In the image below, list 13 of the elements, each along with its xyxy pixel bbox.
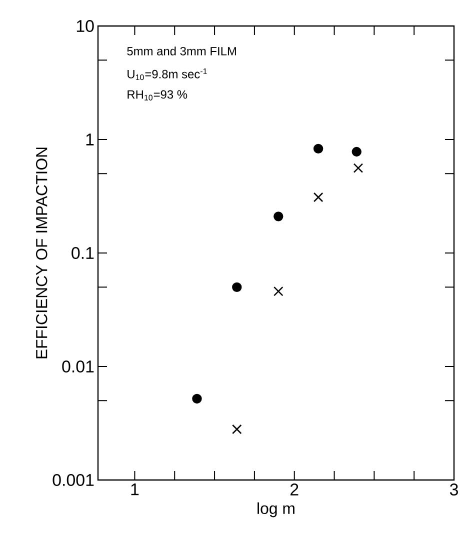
y-tick-label: 10	[76, 20, 94, 32]
x-axis-title: log m	[258, 502, 294, 518]
x-tick-label: 1	[131, 484, 139, 496]
y-tick-label: 0.001	[52, 474, 94, 486]
x-tick-label: 3	[450, 484, 458, 496]
y-tick-label: 0.01	[62, 360, 94, 373]
annotation: U$_{10}$=9.8m sec$^{-1}$	[128, 68, 207, 80]
x-tick-label: 2	[290, 484, 298, 496]
annotation: RH$_{10}$=93 %	[128, 90, 188, 100]
y-tick-label: 1	[86, 134, 94, 146]
y-axis-title: EFFICIENCY OF IMPACTION	[36, 148, 48, 358]
annotation: 5mm and 3mm FILM	[127, 46, 236, 56]
y-tick-label: 0.1	[72, 247, 94, 260]
